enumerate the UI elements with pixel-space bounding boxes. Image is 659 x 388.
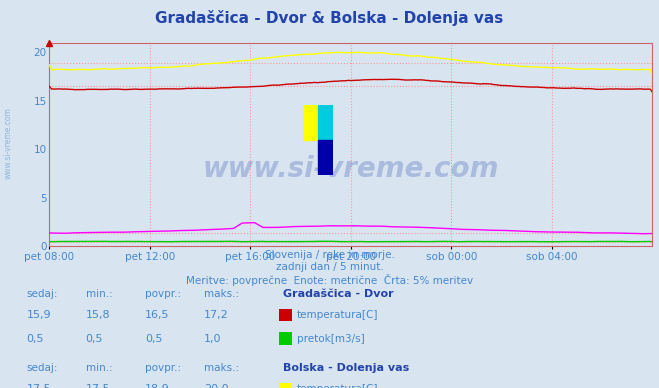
Text: 18,9: 18,9: [145, 384, 170, 388]
Text: 17,5: 17,5: [26, 384, 51, 388]
Text: 15,9: 15,9: [26, 310, 51, 320]
Text: povpr.:: povpr.:: [145, 289, 181, 299]
Text: Gradaščica - Dvor: Gradaščica - Dvor: [283, 289, 394, 299]
Bar: [303, 105, 318, 140]
Text: 16,5: 16,5: [145, 310, 169, 320]
Text: temperatura[C]: temperatura[C]: [297, 310, 378, 320]
Text: sedaj:: sedaj:: [26, 289, 58, 299]
Text: Gradaščica - Dvor & Bolska - Dolenja vas: Gradaščica - Dvor & Bolska - Dolenja vas: [156, 10, 503, 26]
Text: www.si-vreme.com: www.si-vreme.com: [3, 107, 13, 180]
Text: min.:: min.:: [86, 363, 113, 373]
Text: Bolska - Dolenja vas: Bolska - Dolenja vas: [283, 363, 410, 373]
Text: zadnji dan / 5 minut.: zadnji dan / 5 minut.: [275, 262, 384, 272]
Text: min.:: min.:: [86, 289, 113, 299]
Text: www.si-vreme.com: www.si-vreme.com: [203, 155, 499, 183]
Bar: [318, 105, 333, 140]
Bar: [318, 140, 333, 175]
Text: 0,5: 0,5: [86, 334, 103, 344]
Text: temperatura[C]: temperatura[C]: [297, 384, 378, 388]
Text: 17,5: 17,5: [86, 384, 110, 388]
Text: pretok[m3/s]: pretok[m3/s]: [297, 334, 364, 344]
Text: 0,5: 0,5: [145, 334, 163, 344]
Text: Meritve: povprečne  Enote: metrične  Črta: 5% meritev: Meritve: povprečne Enote: metrične Črta:…: [186, 274, 473, 286]
Text: Slovenija / reke in morje.: Slovenija / reke in morje.: [264, 250, 395, 260]
Text: maks.:: maks.:: [204, 363, 239, 373]
Text: 15,8: 15,8: [86, 310, 110, 320]
Text: 17,2: 17,2: [204, 310, 229, 320]
Text: sedaj:: sedaj:: [26, 363, 58, 373]
Text: 20,0: 20,0: [204, 384, 229, 388]
Text: 1,0: 1,0: [204, 334, 222, 344]
Text: povpr.:: povpr.:: [145, 363, 181, 373]
Text: 0,5: 0,5: [26, 334, 44, 344]
Text: maks.:: maks.:: [204, 289, 239, 299]
